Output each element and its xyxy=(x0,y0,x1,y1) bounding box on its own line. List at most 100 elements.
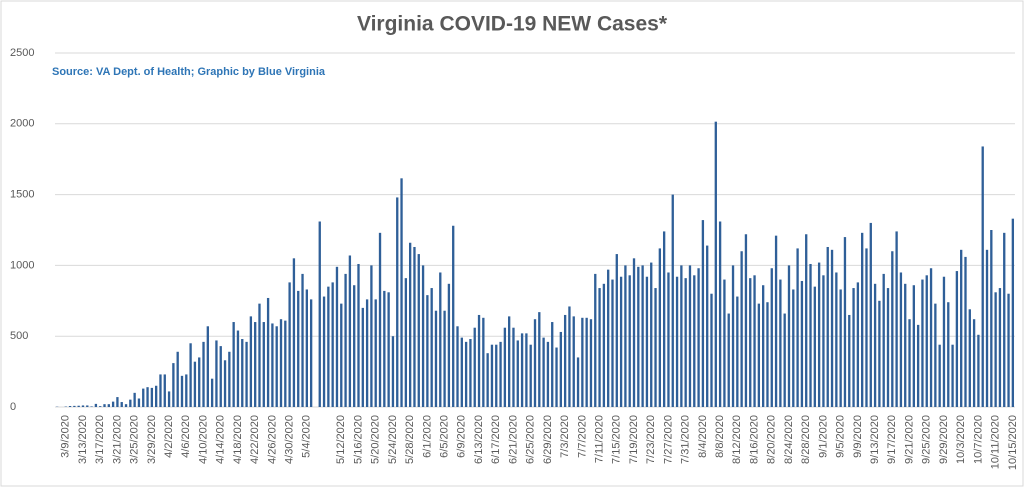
bar xyxy=(520,333,524,407)
bar xyxy=(904,283,907,407)
chart-subtitle: Source: VA Dept. of Health; Graphic by B… xyxy=(52,66,326,78)
bar xyxy=(929,268,933,407)
bar xyxy=(693,275,696,407)
bar xyxy=(662,231,666,407)
bar xyxy=(249,316,253,407)
bar xyxy=(309,299,313,407)
bar xyxy=(374,299,377,407)
bar xyxy=(813,286,816,407)
bar xyxy=(830,249,834,407)
bar xyxy=(129,399,132,407)
bar xyxy=(856,282,860,407)
x-tick-label: 3/21/2020 xyxy=(111,415,123,464)
bar xyxy=(378,232,382,407)
bar xyxy=(994,292,997,407)
x-tick-label: 6/5/2020 xyxy=(439,415,451,458)
bar xyxy=(684,278,687,407)
bar xyxy=(512,327,515,407)
bar xyxy=(985,249,989,407)
bar xyxy=(529,344,532,407)
bar xyxy=(826,246,829,407)
bar xyxy=(111,401,115,407)
x-tick-label: 7/15/2020 xyxy=(611,415,623,464)
bar xyxy=(701,220,705,407)
bar xyxy=(490,344,494,407)
bar xyxy=(916,324,920,407)
x-tick-label: 6/29/2020 xyxy=(542,415,554,464)
x-tick-label: 6/1/2020 xyxy=(421,415,433,458)
bar xyxy=(357,263,360,407)
x-tick-label: 9/25/2020 xyxy=(921,415,933,464)
bar xyxy=(301,273,304,407)
bar xyxy=(667,272,670,407)
bar xyxy=(495,344,498,407)
x-tick-label: 4/14/2020 xyxy=(215,415,227,464)
x-tick-label: 8/4/2020 xyxy=(697,415,709,458)
chart-title: Virginia COVID-19 NEW Cases* xyxy=(357,13,668,36)
x-tick-label: 10/7/2020 xyxy=(972,415,984,464)
bar xyxy=(447,283,451,407)
x-tick-label: 4/10/2020 xyxy=(197,415,209,464)
bar xyxy=(710,293,713,407)
x-tick-label: 10/15/2020 xyxy=(1007,415,1019,470)
bar xyxy=(245,341,248,407)
bar xyxy=(340,303,343,407)
bar xyxy=(516,340,519,407)
bar xyxy=(998,288,1002,407)
bar xyxy=(206,326,209,407)
bar xyxy=(1007,293,1010,407)
bar xyxy=(353,285,356,407)
bar xyxy=(469,339,472,407)
bar xyxy=(193,361,197,407)
bar xyxy=(731,265,735,407)
bar xyxy=(955,271,959,407)
bar xyxy=(538,312,541,407)
bar xyxy=(981,146,984,407)
bar xyxy=(305,289,309,407)
bar xyxy=(607,269,610,407)
bar xyxy=(555,347,558,407)
bar xyxy=(133,392,136,407)
bar xyxy=(680,265,683,407)
bar xyxy=(460,337,463,407)
bar xyxy=(688,265,692,407)
bar xyxy=(744,234,748,407)
bar xyxy=(891,251,894,407)
bar xyxy=(835,272,838,407)
bar xyxy=(977,334,980,407)
y-tick-label: 2500 xyxy=(10,47,34,59)
bar xyxy=(146,387,149,407)
bar xyxy=(443,310,446,407)
x-tick-label: 4/6/2020 xyxy=(180,415,192,458)
bar xyxy=(934,303,937,407)
y-tick-label: 2000 xyxy=(10,118,34,130)
bar xyxy=(318,221,321,407)
bar xyxy=(559,331,562,407)
bar xyxy=(766,302,769,407)
bar xyxy=(637,266,640,407)
y-tick-label: 500 xyxy=(10,330,28,342)
bar xyxy=(783,313,786,407)
bar xyxy=(602,283,606,407)
bar xyxy=(198,357,201,407)
x-tick-label: 7/31/2020 xyxy=(680,415,692,464)
bar xyxy=(452,225,455,407)
bar xyxy=(938,344,941,407)
x-tick-label: 5/4/2020 xyxy=(301,415,313,458)
x-tick-label: 9/29/2020 xyxy=(938,415,950,464)
bar xyxy=(947,302,950,407)
bar xyxy=(391,336,395,407)
bar xyxy=(960,249,963,407)
bar xyxy=(589,319,593,407)
x-tick-label: 9/17/2020 xyxy=(886,415,898,464)
bar xyxy=(292,258,296,407)
bar xyxy=(796,248,799,407)
bar xyxy=(508,316,511,407)
bar xyxy=(417,254,420,407)
x-tick-label: 7/19/2020 xyxy=(628,415,640,464)
y-tick-label: 0 xyxy=(10,401,16,413)
bar xyxy=(895,231,898,407)
x-tick-label: 9/1/2020 xyxy=(817,415,829,458)
bar xyxy=(163,374,166,407)
bar xyxy=(180,375,184,407)
